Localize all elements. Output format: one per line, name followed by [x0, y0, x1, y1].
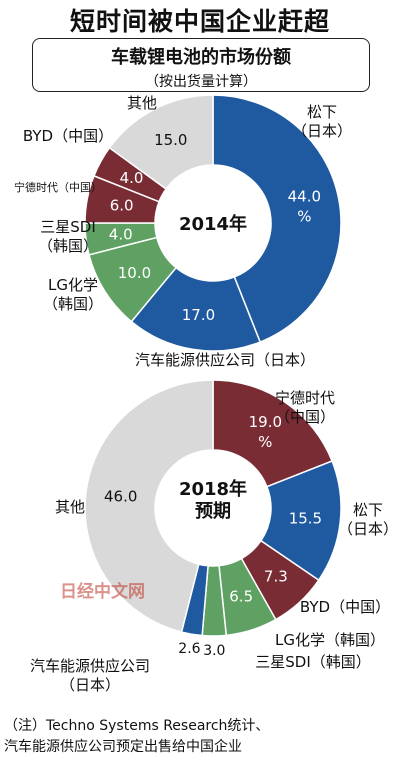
category-label-其他: 其他	[55, 498, 85, 516]
headline: 短时间被中国企业赶超	[69, 7, 330, 36]
watermark: 日经中文网	[60, 581, 145, 602]
slice-其他	[108, 94, 214, 190]
donut-chart-2	[84, 379, 342, 637]
category-label-LG化学: LG化学（韩国）	[275, 631, 385, 649]
slice-松下	[259, 460, 342, 582]
value-label-其他: 15.0	[154, 131, 187, 149]
value-label-汽车能源供应公司: 17.0	[182, 306, 215, 324]
slice-其他	[84, 379, 214, 633]
value-label-LG化学: 10.0	[118, 264, 151, 282]
category-label-三星SDI: 三星SDI（韩国）	[38, 218, 98, 255]
value-label-其他: 46.0	[104, 487, 137, 505]
value-label-BYD: 4.0	[120, 169, 144, 187]
category-label-宁德时代: 宁德时代（中国）	[14, 180, 102, 194]
category-label-其他: 其他	[127, 94, 157, 112]
category-label-宁德时代: 宁德时代（中国）	[275, 389, 335, 426]
footnote-line-1: （注）Techno Systems Research统计、	[4, 718, 270, 734]
chart-subtitle: 车载锂电池的市场份额	[111, 47, 291, 68]
center-label: 2018年预期	[179, 478, 247, 522]
value-label-汽车能源供应公司: 2.6	[178, 641, 200, 657]
subtitle-box: 车载锂电池的市场份额 （按出货量计算）	[32, 38, 370, 92]
value-label-松下: 44.0%	[288, 188, 321, 226]
category-label-LG化学: LG化学（韩国）	[43, 276, 103, 313]
subtitle-note: （按出货量计算）	[145, 74, 257, 90]
value-label-宁德时代: 6.0	[110, 197, 134, 215]
category-label-松下: 松下（日本）	[292, 103, 352, 140]
category-label-BYD: BYD（中国）	[300, 598, 390, 616]
slice-宁德时代	[212, 379, 334, 488]
slice-松下	[212, 94, 342, 343]
value-label-三星SDI: 4.0	[109, 226, 133, 244]
value-label-松下: 15.5	[289, 509, 322, 527]
donut-chart-1	[84, 94, 342, 352]
value-label-宁德时代: 19.0%	[249, 413, 282, 451]
value-label-BYD: 7.3	[264, 568, 288, 586]
footnote: （注）Techno Systems Research统计、 汽车能源供应公司预定…	[4, 716, 400, 758]
center-label: 2014年	[179, 213, 247, 235]
category-label-汽车能源供应公司: 汽车能源供应公司（日本）	[135, 351, 315, 369]
value-label-LG化学: 6.5	[229, 588, 253, 606]
category-label-三星SDI: 三星SDI（韩国）	[255, 653, 371, 671]
value-label-三星SDI: 3.0	[203, 643, 225, 659]
footnote-line-2: 汽车能源供应公司预定出售给中国企业	[4, 739, 242, 755]
slice-汽车能源供应公司	[130, 266, 262, 352]
category-label-BYD: BYD（中国）	[23, 127, 113, 145]
category-label-汽车能源供应公司: 汽车能源供应公司（日本）	[30, 657, 150, 694]
category-label-松下: 松下（日本）	[338, 501, 398, 538]
